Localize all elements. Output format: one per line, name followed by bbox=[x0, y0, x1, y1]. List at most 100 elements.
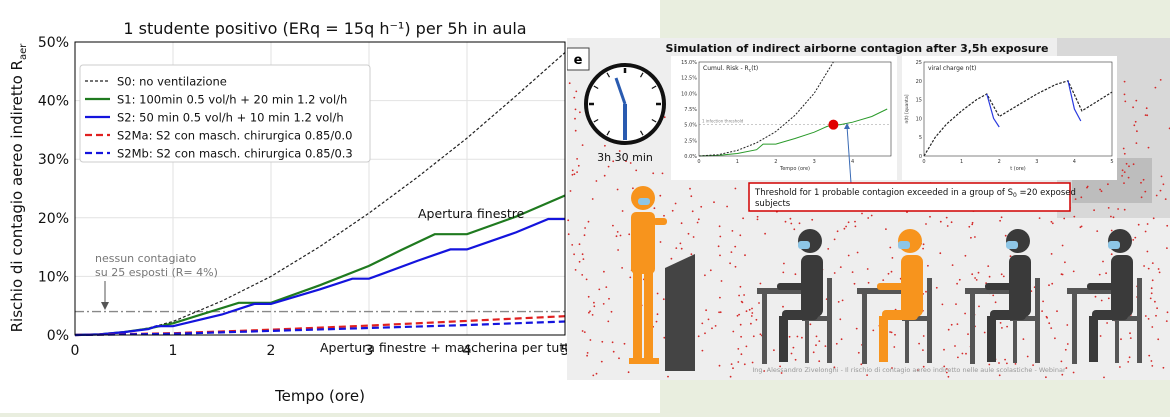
aerosol-dot bbox=[739, 323, 742, 326]
aerosol-dot bbox=[854, 220, 856, 223]
aerosol-dot bbox=[783, 262, 785, 265]
aerosol-dot bbox=[935, 286, 938, 289]
aerosol-dot bbox=[887, 272, 890, 275]
aerosol-dot bbox=[1123, 182, 1125, 185]
aerosol-dot bbox=[719, 235, 722, 238]
aerosol-dot bbox=[964, 312, 966, 315]
inset-viral-xtick: 0 bbox=[922, 159, 925, 165]
aerosol-dot bbox=[961, 352, 964, 355]
aerosol-dot bbox=[697, 335, 700, 338]
aerosol-dot bbox=[763, 370, 766, 372]
aerosol-dot bbox=[618, 357, 620, 360]
aerosol-dot bbox=[598, 288, 601, 291]
aerosol-dot bbox=[1127, 361, 1130, 363]
aerosol-dot bbox=[1066, 343, 1069, 345]
legend-box bbox=[79, 64, 371, 163]
aerosol-dot bbox=[841, 299, 844, 302]
aerosol-dot bbox=[929, 215, 931, 218]
aerosol-dot bbox=[954, 345, 956, 347]
student-3 bbox=[965, 229, 1040, 364]
aerosol-dot bbox=[581, 274, 584, 276]
aerosol-dot bbox=[987, 265, 990, 267]
aerosol-dot bbox=[576, 171, 578, 174]
aerosol-dot bbox=[1155, 194, 1158, 197]
aerosol-dot bbox=[833, 238, 836, 241]
clock-tick bbox=[593, 118, 599, 123]
aerosol-dot bbox=[889, 246, 892, 249]
aerosol-dot bbox=[1110, 215, 1112, 218]
aerosol-dot bbox=[689, 187, 691, 190]
aerosol-dot bbox=[589, 339, 592, 341]
aerosol-dot bbox=[943, 348, 945, 351]
aerosol-dot bbox=[1123, 93, 1126, 96]
aerosol-dot bbox=[867, 217, 870, 219]
aerosol-dot bbox=[782, 271, 785, 274]
aerosol-dot bbox=[586, 352, 589, 354]
aerosol-dot bbox=[1120, 338, 1122, 341]
aerosol-dot bbox=[983, 331, 986, 334]
aerosol-dot bbox=[918, 342, 920, 345]
aerosol-dot bbox=[1063, 217, 1066, 220]
aerosol-dot bbox=[1072, 270, 1075, 273]
aerosol-dot bbox=[740, 353, 743, 356]
aerosol-dot bbox=[1006, 362, 1008, 365]
aerosol-dot bbox=[1050, 220, 1053, 223]
desk bbox=[965, 288, 1025, 294]
aerosol-dot bbox=[1117, 208, 1119, 210]
aerosol-dot bbox=[988, 363, 991, 366]
aerosol-dot bbox=[750, 315, 753, 317]
aerosol-dot bbox=[789, 217, 792, 220]
aerosol-dot bbox=[1050, 327, 1053, 329]
inset-risk-title-sub: c bbox=[749, 69, 752, 74]
y-axis-label: Rischio di contagio aereo indiretto Raer bbox=[8, 43, 29, 333]
aerosol-dot bbox=[794, 273, 797, 276]
aerosol-dot bbox=[1134, 120, 1137, 123]
aerosol-dot bbox=[922, 243, 925, 246]
aerosol-dot bbox=[917, 369, 919, 372]
aerosol-dot bbox=[947, 375, 950, 378]
aerosol-dot bbox=[687, 232, 690, 235]
aerosol-dot bbox=[1050, 253, 1053, 255]
panel-label: e bbox=[574, 53, 583, 68]
y-tick-label: 30% bbox=[38, 152, 69, 168]
aerosol-dot bbox=[1006, 325, 1008, 328]
aerosol-dot bbox=[1124, 100, 1127, 103]
desk bbox=[757, 288, 817, 294]
student-torso bbox=[1111, 255, 1133, 317]
x-tick-label: 5 bbox=[561, 343, 570, 359]
aerosol-dot bbox=[1160, 175, 1163, 178]
aerosol-dot bbox=[891, 257, 894, 259]
aerosol-dot bbox=[1100, 299, 1103, 302]
aerosol-dot bbox=[591, 198, 594, 200]
aerosol-dot bbox=[718, 364, 721, 367]
aerosol-dot bbox=[600, 360, 603, 363]
aerosol-dot bbox=[1147, 146, 1150, 149]
aerosol-dot bbox=[604, 144, 606, 147]
aerosol-dot bbox=[1154, 86, 1157, 89]
aerosol-dot bbox=[629, 162, 632, 164]
clock-tick bbox=[606, 72, 611, 78]
inset-viral-background bbox=[902, 56, 1117, 180]
aerosol-dot bbox=[748, 308, 751, 311]
aerosol-dot bbox=[701, 322, 704, 325]
panel-label-box bbox=[567, 47, 590, 71]
student-thigh bbox=[782, 310, 818, 320]
aerosol-dot bbox=[1004, 234, 1007, 237]
aerosol-dot bbox=[782, 305, 784, 308]
aerosol-dot bbox=[734, 187, 737, 190]
aerosol-dot bbox=[663, 336, 666, 339]
aerosol-dot bbox=[661, 172, 664, 175]
plot-frame bbox=[74, 41, 566, 336]
aerosol-dot bbox=[571, 244, 574, 246]
aerosol-dot bbox=[947, 328, 950, 331]
aerosol-dot bbox=[922, 247, 924, 250]
aerosol-dot bbox=[579, 111, 581, 114]
aerosol-dot bbox=[1099, 335, 1102, 337]
inset-risk-xtick: 4 bbox=[851, 159, 854, 165]
aerosol-dot bbox=[593, 301, 595, 304]
student-shin bbox=[879, 316, 888, 362]
aerosol-dot bbox=[751, 312, 754, 314]
aerosol-dot bbox=[824, 345, 827, 347]
aerosol-dot bbox=[818, 340, 821, 342]
simulation-illustration: e Simulation of indirect airborne contag… bbox=[567, 38, 1170, 380]
